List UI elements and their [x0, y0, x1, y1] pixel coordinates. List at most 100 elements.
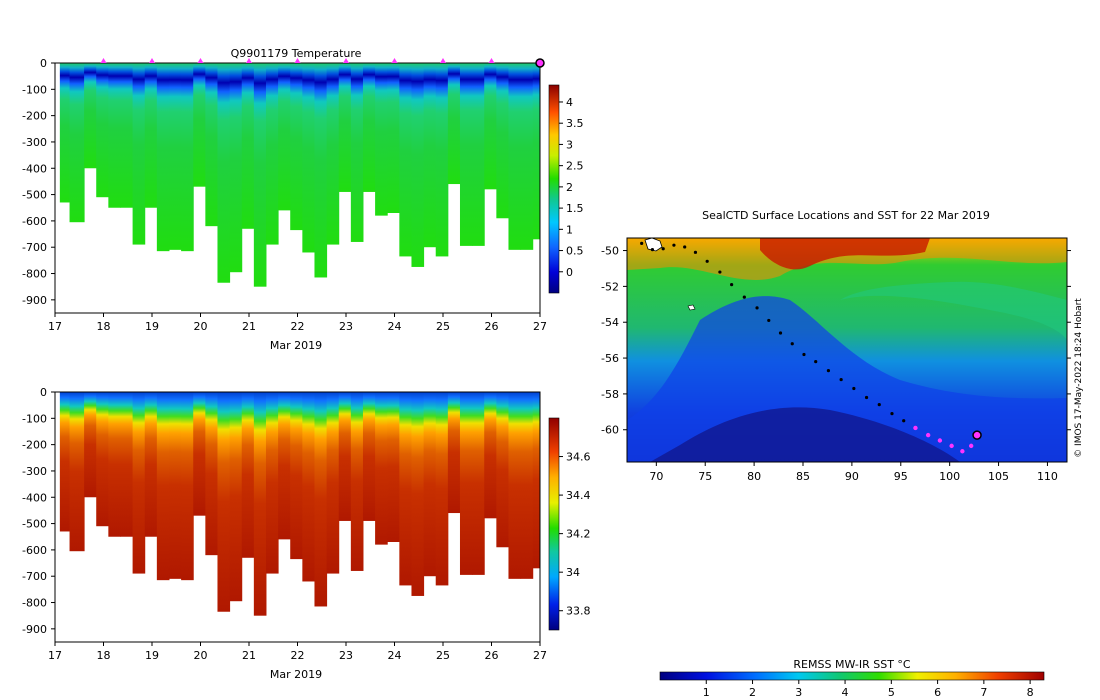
lon-tick-label: 75 [698, 470, 712, 483]
y-tick-label: -900 [22, 294, 47, 307]
sst-field [627, 238, 1067, 462]
y-tick-label: -300 [22, 465, 47, 478]
salinity-x-axis: 17 18 19 20 21 22 23 24 25 26 27 [48, 642, 547, 662]
y-tick-label: -100 [22, 412, 47, 425]
profile-column [193, 392, 206, 516]
y-tick-label: -700 [22, 570, 47, 583]
y-tick-label: -800 [22, 268, 47, 281]
profile-column [217, 63, 231, 283]
profile-column [217, 392, 231, 612]
profile-column [181, 392, 194, 581]
sst-colorbar [659, 671, 1045, 681]
x-tick-label: 21 [242, 320, 256, 333]
profile-column [532, 63, 541, 240]
temperature-colorbar [548, 84, 560, 294]
track-point [672, 243, 676, 247]
track-point [937, 438, 943, 443]
profile-column [193, 63, 206, 187]
profile-column [387, 63, 400, 213]
temperature-x-label: Mar 2019 [270, 339, 322, 352]
profile-column [265, 392, 279, 574]
profile-column [96, 63, 109, 198]
profile-column [156, 392, 170, 581]
track-point [839, 377, 843, 382]
profile-column [144, 63, 158, 208]
profile-column [350, 392, 364, 571]
profile-column [508, 63, 522, 250]
track-point [640, 241, 644, 245]
y-tick-label: -400 [22, 162, 47, 175]
sst-map-panel: SealCTD Surface Locations and SST for 22… [601, 209, 1084, 483]
y-tick-label: -800 [22, 597, 47, 610]
sst-colorbar-label: REMSS MW-IR SST °C [793, 658, 911, 671]
profile-column [435, 63, 449, 257]
track-point [877, 403, 881, 407]
track-point [730, 282, 734, 287]
profile-column [168, 392, 182, 579]
lon-tick-label: 90 [845, 470, 859, 483]
track-point [790, 342, 794, 346]
map-title: SealCTD Surface Locations and SST for 22… [702, 209, 990, 222]
profile-column [205, 63, 218, 227]
temperature-colorbar-ticks: 0 0.5 1 1.5 2 2.5 3 3.5 4 [559, 96, 584, 279]
profile-column [132, 392, 146, 574]
profile-column [241, 392, 255, 558]
lon-tick-label: 80 [747, 470, 761, 483]
profile-column [362, 392, 376, 521]
y-tick-label: -700 [22, 241, 47, 254]
x-tick-label: 17 [48, 320, 62, 333]
profile-column [472, 392, 485, 575]
profile-column [459, 63, 473, 246]
x-tick-label: 17 [48, 649, 62, 662]
track-point [968, 443, 974, 449]
profile-column [290, 392, 303, 560]
profile-column [156, 63, 170, 252]
lat-tick-label: -60 [601, 424, 619, 437]
colorbar-tick-label: 34.4 [566, 489, 591, 502]
profile-column [447, 63, 461, 185]
profile-column [399, 63, 412, 257]
track-point [755, 306, 759, 310]
track-point [650, 248, 655, 252]
x-tick-label: 27 [533, 649, 547, 662]
profile-column [484, 63, 497, 190]
track-point [852, 386, 856, 391]
sst-tick-label: 6 [934, 686, 941, 699]
profile-column [399, 392, 412, 586]
profile-column [508, 392, 522, 579]
y-tick-label: -600 [22, 215, 47, 228]
profile-column [496, 63, 509, 219]
colorbar-tick-label: 34.2 [566, 528, 591, 541]
colorbar-tick-label: 0.5 [566, 245, 584, 258]
surface-marker [246, 58, 252, 63]
x-tick-label: 27 [533, 320, 547, 333]
x-tick-label: 22 [291, 649, 305, 662]
track-point [925, 432, 931, 438]
profile-column [472, 63, 485, 246]
y-tick-label: 0 [40, 386, 47, 399]
x-tick-label: 26 [485, 649, 499, 662]
sst-tick-label: 3 [795, 686, 802, 699]
y-tick-label: -200 [22, 439, 47, 452]
profile-column [132, 63, 146, 245]
surface-marker [391, 58, 398, 63]
profile-column [302, 392, 315, 582]
profile-column [59, 63, 71, 203]
surface-marker [440, 58, 446, 63]
temperature-title: Q9901179 Temperature [231, 47, 362, 60]
temperature-panel: Q9901179 Temperature 0 -100 -200 -300 -400 -5… [22, 47, 583, 352]
profile-column [520, 63, 534, 250]
surface-marker [100, 58, 107, 63]
profile-column [265, 63, 279, 245]
salinity-profiles [59, 392, 541, 616]
island [687, 304, 696, 311]
sst-green-band [840, 281, 1067, 340]
track-point [661, 247, 665, 251]
profile-column [96, 392, 109, 527]
profile-column [253, 63, 267, 287]
x-tick-label: 25 [436, 649, 450, 662]
profile-column [120, 63, 134, 208]
profile-column [314, 392, 328, 607]
y-tick-label: -500 [22, 189, 47, 202]
track-point [683, 245, 687, 249]
